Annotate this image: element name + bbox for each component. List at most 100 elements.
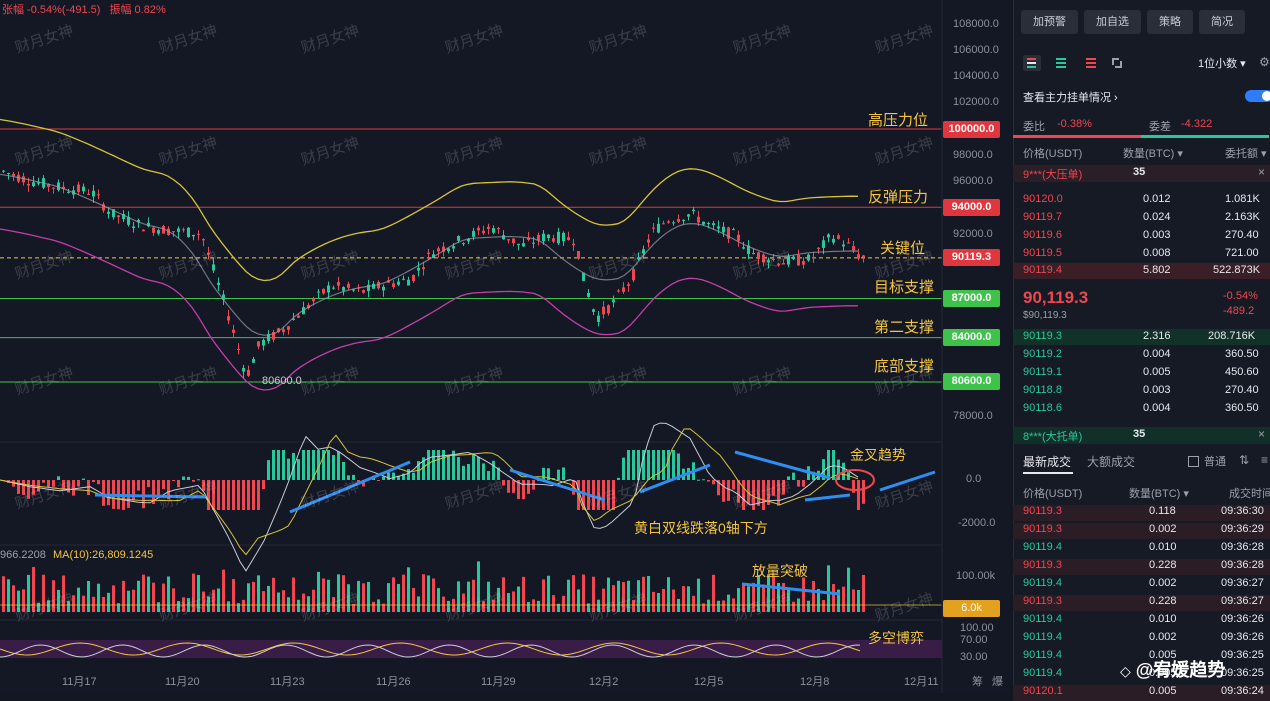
candle-body xyxy=(192,234,195,237)
ask-qty: 0.012 xyxy=(1143,193,1171,205)
expand-icon[interactable] xyxy=(1109,55,1125,74)
macd-bar xyxy=(257,480,260,510)
filter-icon[interactable]: ⇅ xyxy=(1239,453,1250,467)
ask-price: 90120.0 xyxy=(1023,193,1063,205)
level-label-rebound: 反弹压力 xyxy=(868,189,929,206)
volume-bar xyxy=(612,585,615,612)
col-amount[interactable]: 委托额 ▾ xyxy=(1225,148,1267,160)
candle-body xyxy=(237,348,240,350)
volume-bar xyxy=(67,601,70,612)
orderbook-link[interactable]: 查看主力挂单情况 › xyxy=(1023,92,1118,104)
volume-bar xyxy=(102,596,105,612)
annotation-golden-cross: 金叉趋势 xyxy=(850,447,906,463)
volume-bar xyxy=(157,602,160,612)
trade-row[interactable]: 90119.4 0.010 09:36:28 xyxy=(1013,541,1270,557)
bids-only-icon[interactable] xyxy=(1053,55,1069,74)
candle-body xyxy=(777,263,780,266)
settings-icon[interactable]: ⚙ xyxy=(1259,55,1270,69)
candlestick-chart[interactable] xyxy=(0,0,1010,693)
volume-bar xyxy=(152,582,155,612)
macd-bar xyxy=(247,480,250,510)
volume-bar xyxy=(92,596,95,612)
candle-body xyxy=(52,187,55,189)
volume-bar xyxy=(597,599,600,612)
last-change-pct: -0.54% xyxy=(1223,290,1258,302)
ask-row[interactable]: 90119.4 5.802 522.873K xyxy=(1013,263,1270,279)
col-qty[interactable]: 数量(BTC) ▾ xyxy=(1123,148,1183,160)
volume-bar xyxy=(602,588,605,612)
macd-bar xyxy=(262,480,265,490)
ask-amount: 2.163K xyxy=(1225,211,1260,223)
bid-price: 90119.3 xyxy=(1023,330,1062,342)
volume-bar xyxy=(437,588,440,612)
macd-bar xyxy=(757,480,760,506)
trade-col-qty[interactable]: 数量(BTC) ▾ xyxy=(1129,488,1189,500)
trade-row[interactable]: 90119.4 0.002 09:36:26 xyxy=(1013,631,1270,647)
bid-price: 90119.1 xyxy=(1023,366,1062,378)
volume-bar xyxy=(262,591,265,612)
chart-area[interactable] xyxy=(0,0,1010,693)
bid-qty: 0.003 xyxy=(1143,384,1171,396)
main-orders-toggle[interactable] xyxy=(1245,90,1270,102)
volume-bar xyxy=(317,571,320,612)
annotation-arrow xyxy=(734,450,831,480)
candle-body xyxy=(782,263,785,265)
trade-row[interactable]: 90119.3 0.002 09:36:29 xyxy=(1013,523,1270,539)
candle-body xyxy=(857,254,860,259)
candle-body xyxy=(817,247,820,249)
y-tick: 78000.0 xyxy=(953,410,993,422)
macd-bar xyxy=(657,450,660,480)
trade-time: 09:36:30 xyxy=(1221,505,1264,517)
macd-bar xyxy=(242,480,245,510)
asks-only-icon[interactable] xyxy=(1083,55,1099,74)
add-favorite-button[interactable]: 加自选 xyxy=(1084,10,1141,34)
trade-row[interactable]: 90119.4 0.002 09:36:27 xyxy=(1013,577,1270,593)
macd-bar xyxy=(302,450,305,480)
overview-button[interactable]: 简况 xyxy=(1199,10,1245,34)
chip-label[interactable]: 筹 xyxy=(972,676,983,688)
bid-amount: 360.50 xyxy=(1225,348,1259,360)
macd-bar xyxy=(532,480,535,490)
liquidation-label[interactable]: 爆 xyxy=(992,676,1003,688)
menu-icon[interactable]: ≡ xyxy=(1261,453,1269,467)
volume-bar xyxy=(512,591,515,612)
big-ask-band[interactable]: 9***(大压单) 35 × xyxy=(1013,165,1270,182)
macd-bar xyxy=(222,480,225,510)
big-bid-band[interactable]: 8***(大托单) 35 × xyxy=(1013,427,1270,444)
close-icon[interactable]: × xyxy=(1258,427,1266,441)
volume-bar xyxy=(652,591,655,612)
macd-bar xyxy=(422,457,425,480)
volume-bar xyxy=(767,574,770,612)
trade-row[interactable]: 90119.4 0.005 09:36:25 xyxy=(1013,649,1270,665)
annotation-arrow xyxy=(94,493,206,499)
macd-bar xyxy=(812,471,815,480)
trade-row[interactable]: 90120.1 0.005 09:36:24 xyxy=(1013,685,1270,701)
bid-row[interactable]: 90119.3 2.316 208.716K xyxy=(1013,329,1270,345)
candle-body xyxy=(577,251,580,259)
volume-bar xyxy=(467,581,470,612)
macd-bar xyxy=(217,480,220,510)
trade-row[interactable]: 90119.4 0.010 09:36:26 xyxy=(1013,613,1270,629)
main-orders-row[interactable]: 查看主力挂单情况 › xyxy=(1013,89,1270,105)
tab-big-trades[interactable]: 大额成交 xyxy=(1087,455,1136,469)
big-ask-label: 9***(大压单) xyxy=(1023,169,1083,181)
volume-bar xyxy=(422,574,425,612)
trade-row[interactable]: 90119.3 0.118 09:36:30 xyxy=(1013,505,1270,521)
candle-body xyxy=(652,227,655,229)
volume-bar xyxy=(667,577,670,612)
trade-row[interactable]: 90119.4 0.005 09:36:25 xyxy=(1013,667,1270,683)
candle-body xyxy=(87,193,90,195)
tab-latest-trades[interactable]: 最新成交 xyxy=(1023,455,1072,469)
annotation-zero-axis: 黄白双线跌落0轴下方 xyxy=(634,520,768,536)
trade-row[interactable]: 90119.3 0.228 09:36:28 xyxy=(1013,559,1270,575)
col-amount-text: 委托额 xyxy=(1225,148,1258,160)
normal-checkbox[interactable] xyxy=(1188,456,1199,467)
candle-body xyxy=(737,234,740,241)
add-alert-button[interactable]: 加预警 xyxy=(1021,10,1078,34)
close-icon[interactable]: × xyxy=(1258,165,1266,179)
trade-row[interactable]: 90119.3 0.228 09:36:27 xyxy=(1013,595,1270,611)
strategy-button[interactable]: 策略 xyxy=(1147,10,1193,34)
decimal-select[interactable]: 1位小数 ▾ xyxy=(1198,58,1246,70)
both-side-icon[interactable] xyxy=(1023,55,1041,71)
bid-price: 90118.6 xyxy=(1023,402,1062,414)
